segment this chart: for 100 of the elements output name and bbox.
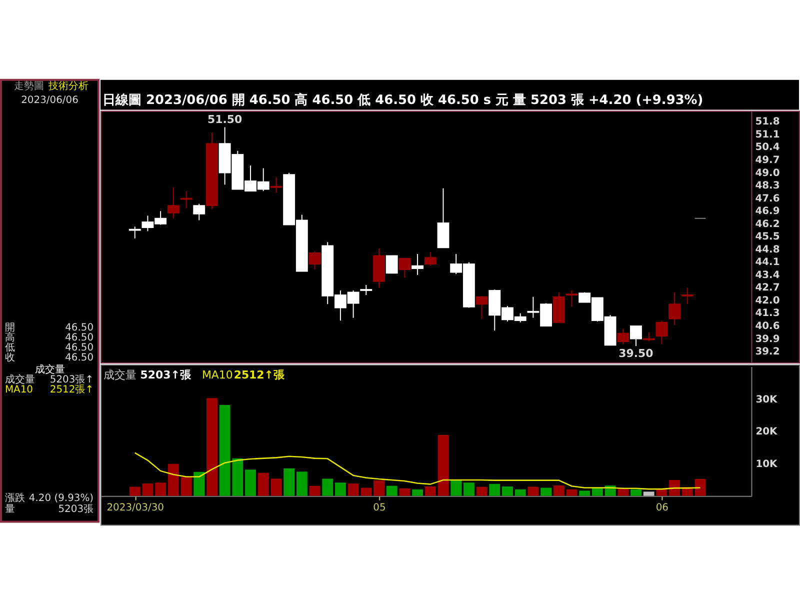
- y-tick-label: 46.2: [755, 218, 780, 230]
- text: 成交量: [4, 373, 35, 386]
- y-tick-label: 42.0: [755, 295, 780, 306]
- bar: [296, 472, 308, 496]
- candlestick: [167, 186, 180, 219]
- bar: [374, 480, 384, 496]
- candlestick: [566, 290, 578, 308]
- candlestick: [630, 326, 642, 347]
- y-tick-label: 49.0: [755, 168, 780, 179]
- bar: [656, 489, 668, 496]
- candlestick: [386, 255, 398, 274]
- candlestick: [424, 252, 436, 266]
- bar: [630, 489, 642, 496]
- candlestick: [360, 284, 372, 296]
- annotation: 成交量: [103, 368, 136, 382]
- chart-title: 日線圖 2023/06/06 開 46.50 高 46.50 低 46.50 收 46.50 s 元 量 5203 張 +4.20 (+9.93%): [102, 92, 704, 108]
- candlestick: [308, 250, 321, 270]
- bar: [438, 435, 449, 496]
- bar: [424, 486, 436, 496]
- y-tick-label: 39.9: [755, 334, 780, 345]
- text: 低: [4, 342, 15, 354]
- y-tick-label: 50.4: [755, 142, 780, 154]
- candlestick: [398, 258, 411, 278]
- bar: [322, 478, 334, 496]
- text: 走勢圖: [14, 80, 44, 92]
- candlestick: [476, 295, 488, 320]
- candlestick: [412, 253, 424, 276]
- bar: [386, 486, 398, 496]
- x-tick-label: 2023/03/30: [106, 502, 164, 514]
- y-tick-label: 10K: [756, 458, 778, 470]
- text: 技術分析: [48, 80, 89, 92]
- bar: [579, 490, 590, 496]
- text: 量: [4, 504, 15, 515]
- text: 開: [4, 322, 15, 334]
- annotation: 2512↑張: [234, 368, 286, 382]
- y-tick-label: 45.5: [755, 232, 780, 243]
- text: 46.50: [65, 342, 94, 354]
- candlestick: [193, 203, 206, 221]
- bar: [155, 482, 166, 496]
- text: MA10: [202, 368, 233, 382]
- bar: [489, 484, 500, 496]
- text: 2023/06/06: [21, 94, 78, 106]
- y-tick-label: 20K: [756, 426, 778, 438]
- annotation: 39.50: [618, 347, 654, 360]
- text: 5203張↑: [50, 374, 94, 386]
- annotation: 51.50: [208, 113, 242, 126]
- candlestick: [270, 176, 282, 194]
- text: 5203張: [58, 504, 94, 515]
- y-tick-label: 43.4: [755, 270, 780, 281]
- bar: [502, 486, 513, 496]
- bar: [194, 472, 205, 496]
- bar: [284, 468, 295, 496]
- candlestick: [668, 292, 680, 326]
- text: 46.50: [65, 332, 94, 344]
- bar: [669, 480, 680, 496]
- line-series: [134, 452, 701, 490]
- y-tick-label: 51.1: [755, 129, 780, 140]
- annotation: 5203↑張: [140, 368, 192, 382]
- text: MA10: [4, 384, 34, 396]
- bar: [643, 492, 654, 496]
- y-tick-label: 30K: [756, 394, 778, 406]
- bar: [528, 486, 539, 496]
- y-tick-label: 39.2: [755, 346, 780, 358]
- candlestick: [617, 328, 630, 345]
- text: 成交量: [34, 363, 65, 376]
- bar: [514, 489, 526, 496]
- text: 46.50: [65, 352, 94, 364]
- bar: [553, 485, 564, 496]
- y-tick-label: 41.3: [755, 308, 780, 320]
- candlestick: [656, 320, 668, 345]
- y-tick-label: 49.7: [755, 155, 780, 166]
- x-tick-label: 05: [373, 502, 386, 514]
- candlestick: [681, 287, 694, 305]
- y-tick-label: 51.8: [755, 116, 780, 128]
- text: 46.50: [65, 322, 94, 334]
- bar: [566, 489, 578, 496]
- bar: [245, 470, 256, 496]
- bar: [168, 464, 179, 496]
- bar: [476, 486, 488, 496]
- bar: [399, 488, 410, 496]
- y-tick-label: 47.6: [755, 193, 780, 204]
- bar: [450, 480, 462, 496]
- bar: [206, 398, 218, 496]
- bar: [180, 477, 192, 496]
- text: 高: [4, 332, 15, 344]
- text: 收: [4, 352, 15, 364]
- y-tick-label: 46.9: [755, 206, 780, 218]
- bar: [412, 489, 424, 496]
- bar: [463, 482, 474, 496]
- y-tick-label: 48.3: [755, 180, 780, 192]
- bar: [309, 486, 320, 496]
- y-tick-label: 42.7: [755, 282, 780, 294]
- bar: [618, 488, 629, 496]
- text: 4.20 (9.93%): [28, 492, 94, 504]
- x-tick-label: 06: [656, 502, 668, 514]
- text: 2512張↑: [50, 384, 94, 396]
- bar: [334, 482, 346, 496]
- text: 漲跌: [4, 492, 25, 504]
- y-tick-label: 40.6: [755, 321, 780, 332]
- y-tick-label: 44.8: [755, 244, 780, 256]
